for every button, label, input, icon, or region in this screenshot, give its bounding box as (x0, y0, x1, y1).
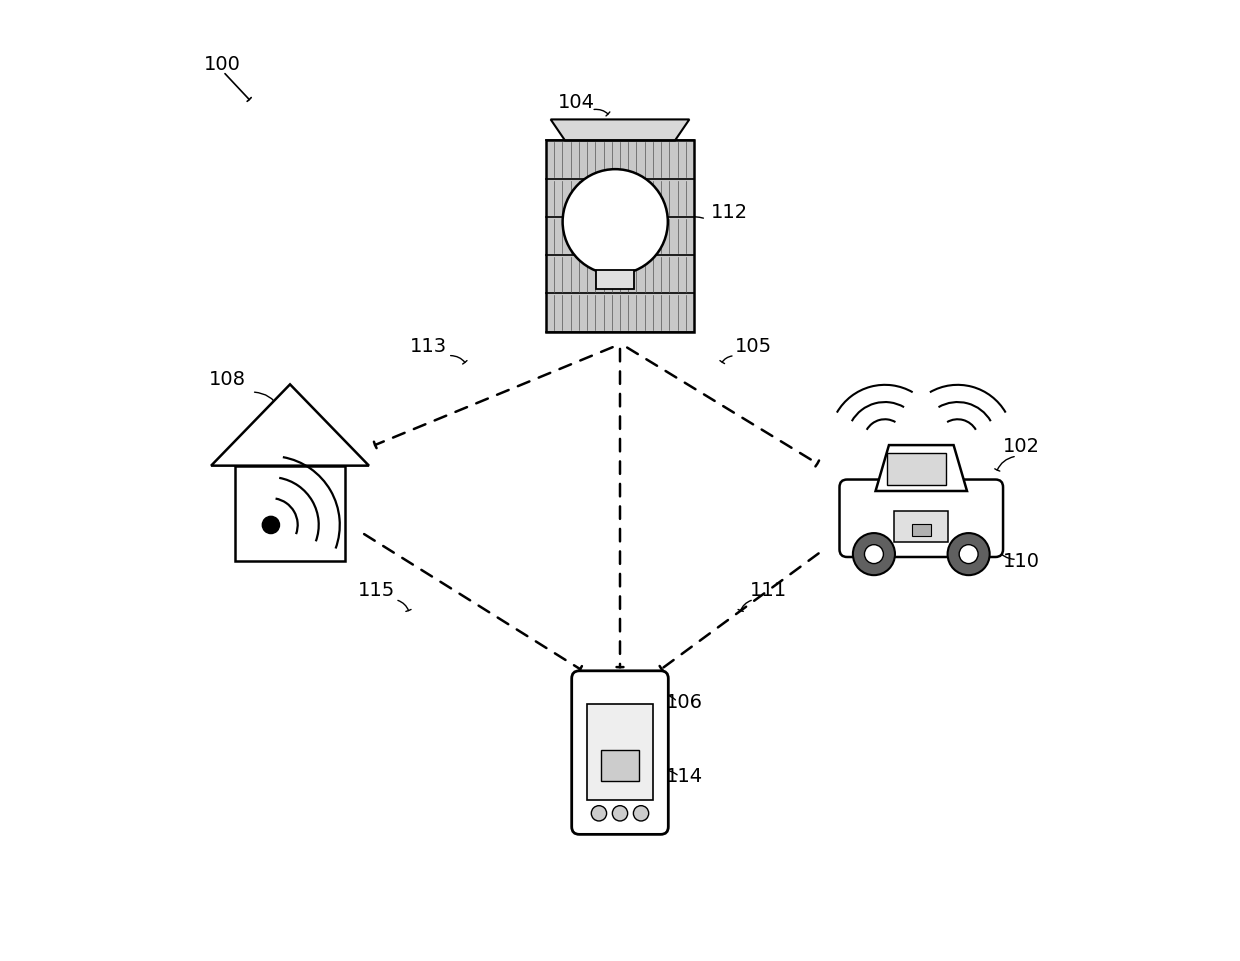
Text: 115: 115 (357, 580, 394, 599)
Text: 100: 100 (203, 56, 241, 74)
Circle shape (864, 545, 883, 564)
Circle shape (960, 545, 978, 564)
Text: 104: 104 (558, 93, 595, 111)
FancyBboxPatch shape (839, 480, 1003, 557)
Bar (887, 454, 946, 485)
Polygon shape (875, 446, 967, 491)
Circle shape (613, 806, 627, 821)
Circle shape (563, 170, 668, 275)
Text: 112: 112 (711, 203, 748, 222)
Bar (596, 270, 635, 289)
Text: 105: 105 (735, 336, 773, 356)
FancyBboxPatch shape (572, 671, 668, 834)
Bar (894, 511, 949, 542)
Circle shape (263, 517, 279, 534)
Text: 111: 111 (750, 580, 787, 599)
Text: 102: 102 (1003, 437, 1039, 456)
Text: 106: 106 (666, 692, 703, 711)
Text: 110: 110 (1003, 552, 1039, 571)
Bar (911, 525, 931, 536)
Polygon shape (236, 466, 345, 562)
Polygon shape (546, 141, 694, 333)
Polygon shape (211, 385, 370, 466)
Polygon shape (551, 120, 689, 141)
Bar (587, 704, 653, 801)
Text: 108: 108 (208, 370, 246, 389)
Circle shape (947, 533, 990, 576)
Circle shape (853, 533, 895, 576)
Circle shape (591, 806, 606, 821)
Circle shape (634, 806, 649, 821)
Text: 114: 114 (666, 767, 703, 785)
Bar (601, 751, 639, 781)
Text: 113: 113 (410, 336, 448, 356)
